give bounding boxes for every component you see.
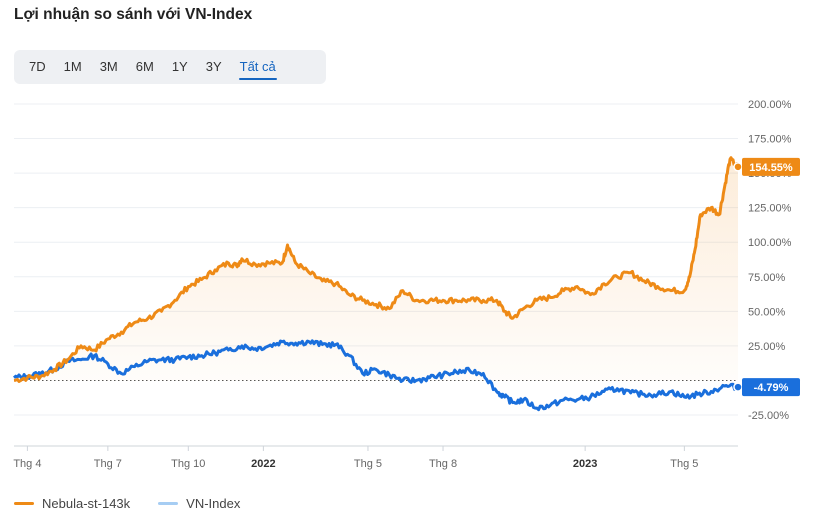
legend: Nebula-st-143k VN-Index: [14, 496, 268, 511]
y-tick-label: 125.00%: [748, 203, 792, 215]
y-tick-label: 75.00%: [748, 272, 786, 284]
y-tick-label: 25.00%: [748, 341, 786, 353]
legend-item-index[interactable]: VN-Index: [158, 496, 240, 511]
range-1m-button[interactable]: 1M: [63, 59, 82, 74]
vn-index-end-end-dot: [733, 382, 743, 392]
x-tick-label: Thg 10: [171, 458, 205, 470]
vn-index-end-badge-text: -4.79%: [754, 382, 789, 394]
x-tick-label: 2023: [573, 458, 597, 470]
x-tick-label: 2022: [251, 458, 275, 470]
series-line-nebula: [13, 156, 740, 383]
range-7d-button[interactable]: 7D: [29, 59, 46, 74]
legend-label-index: VN-Index: [186, 496, 241, 511]
y-tick-label: -25.00%: [748, 410, 789, 422]
y-tick-label: 175.00%: [748, 134, 792, 146]
x-tick-label: Thg 8: [429, 458, 457, 470]
y-tick-label: 50.00%: [748, 306, 786, 318]
range-selector: 7D 1M 3M 6M 1Y 3Y Tất cả: [14, 50, 326, 84]
chart-title: Lợi nhuận so sánh với VN-Index: [14, 6, 253, 23]
legend-label-fund: Nebula-st-143k: [42, 496, 131, 511]
fund-area-fill: [14, 157, 738, 382]
nebula-end-badge: [742, 157, 800, 176]
legend-item-fund[interactable]: Nebula-st-143k: [14, 496, 130, 511]
vn-index-end-badge: [742, 378, 800, 397]
range-1y-button[interactable]: 1Y: [171, 59, 188, 74]
x-tick-label: Thg 5: [354, 458, 382, 470]
range-all-button[interactable]: Tất cả: [231, 50, 285, 84]
x-tick-label: Thg 5: [670, 458, 698, 470]
y-tick-label: 200.00%: [748, 99, 792, 111]
range-6m-button[interactable]: 6M: [135, 59, 154, 74]
x-tick-label: Thg 4: [13, 458, 41, 470]
range-3y-button[interactable]: 3Y: [205, 59, 222, 74]
range-3m-button[interactable]: 3M: [99, 59, 118, 74]
legend-swatch-index: [158, 502, 179, 505]
x-tick-label: Thg 7: [94, 458, 122, 470]
y-tick-label: 100.00%: [748, 237, 792, 249]
series-line-vn-index: [13, 339, 739, 412]
nebula-end-end-dot: [733, 162, 743, 172]
legend-swatch-fund: [14, 502, 34, 505]
nebula-end-badge-text: 154.55%: [749, 162, 793, 174]
